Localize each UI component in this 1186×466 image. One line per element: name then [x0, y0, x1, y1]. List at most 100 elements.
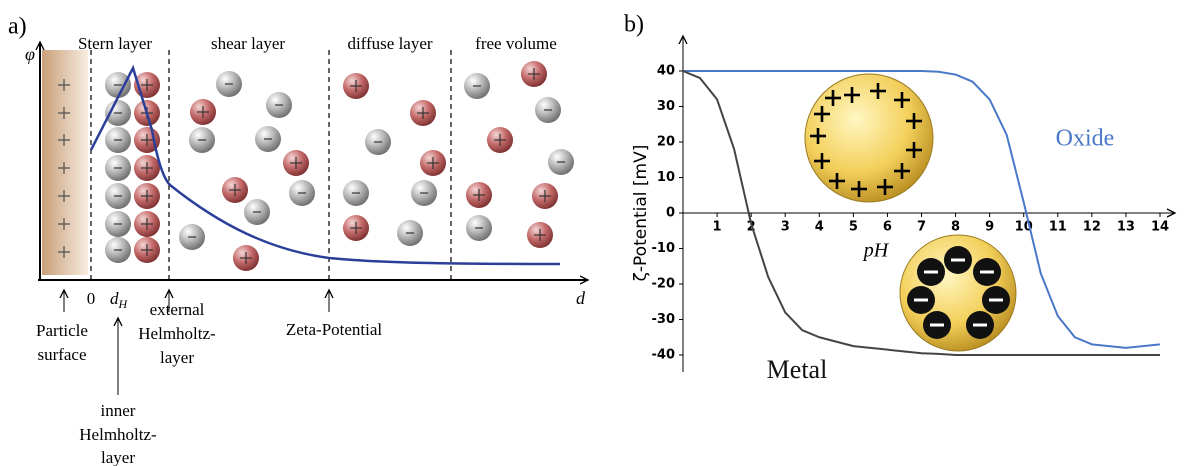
- x-tick-label: 4: [815, 220, 824, 235]
- cation: [134, 155, 160, 181]
- x-tick-label: 2: [747, 220, 756, 235]
- ion-sign: [141, 218, 153, 230]
- ion-sign: [290, 157, 302, 169]
- ion-sign: [240, 252, 252, 264]
- x-tick-label: 7: [917, 220, 926, 235]
- anion: [535, 97, 561, 123]
- anion: [255, 126, 281, 152]
- anion: [343, 180, 369, 206]
- layer-title: free volume: [475, 34, 557, 53]
- anion: [105, 237, 131, 263]
- ion-sign: [417, 107, 429, 119]
- ion-sign: [350, 80, 362, 92]
- series-line: [683, 70, 1161, 349]
- anion: [365, 129, 391, 155]
- anion: [244, 199, 270, 225]
- series-label: Metal: [767, 355, 828, 384]
- cation: [410, 100, 436, 126]
- anion: [105, 100, 131, 126]
- ion-sign: [141, 190, 153, 202]
- x-tick-label: 13: [1117, 220, 1135, 235]
- positive-particle: [804, 73, 934, 203]
- anion: [179, 224, 205, 250]
- ion-sign: [473, 189, 485, 201]
- annotation: external: [150, 300, 205, 319]
- anion: [105, 72, 131, 98]
- anion: [289, 180, 315, 206]
- x-tick-label: 8: [951, 220, 960, 235]
- tick-label: 0: [87, 289, 96, 308]
- annotation: inner: [101, 401, 136, 420]
- anion: [216, 71, 242, 97]
- cation: [190, 99, 216, 125]
- symbol: d: [110, 289, 119, 308]
- surface-charges: [58, 79, 70, 258]
- ion-sign: [141, 244, 153, 256]
- annotation: Zeta-Potential: [286, 320, 383, 339]
- subscript: H: [118, 297, 129, 311]
- anion: [266, 92, 292, 118]
- anion: [105, 155, 131, 181]
- y-axis-label: ζ-Potential [mV]: [631, 145, 651, 282]
- ion-sign: [229, 184, 241, 196]
- axis-label: d: [576, 288, 586, 308]
- x-tick-label: 6: [883, 220, 892, 235]
- anion: [548, 149, 574, 175]
- pointer-arrows: [64, 290, 329, 395]
- negative-particle: [899, 234, 1017, 352]
- ion-sign: [141, 162, 153, 174]
- plot-area: 1 2 3 4 5 6 7 8 9 10 11 12 13 14-40-30-20-10010203040…: [652, 64, 1170, 384]
- anion: [397, 220, 423, 246]
- annotation: Helmholtz-: [138, 324, 216, 343]
- ion-sign: [528, 68, 540, 80]
- series-label: Oxide: [1056, 126, 1115, 152]
- y-tick-label: 10: [657, 170, 675, 185]
- y-tick-label: 0: [666, 206, 675, 221]
- layer-title: shear layer: [211, 34, 285, 53]
- anion: [105, 183, 131, 209]
- anion: [105, 211, 131, 237]
- particle-surface: [42, 50, 88, 275]
- anion: [464, 73, 490, 99]
- y-tick-label: 20: [657, 135, 675, 150]
- y-tick-label: 40: [657, 64, 675, 79]
- y-tick-label: -30: [652, 312, 676, 327]
- cation: [222, 177, 248, 203]
- anion: [466, 215, 492, 241]
- anion: [105, 127, 131, 153]
- tick-label: dH: [110, 289, 129, 311]
- ion-sign: [427, 157, 439, 169]
- annotation: Helmholtz-: [79, 425, 157, 444]
- annotation: layer: [160, 348, 194, 367]
- x-axis-label: pH: [862, 240, 890, 262]
- cation: [134, 211, 160, 237]
- y-tick-label: 30: [657, 99, 675, 114]
- cation: [521, 61, 547, 87]
- y-tick-label: -40: [652, 348, 676, 363]
- ion-sign: [350, 222, 362, 234]
- cation: [532, 183, 558, 209]
- layer-title: diffuse layer: [347, 34, 432, 53]
- y-tick-label: -20: [652, 277, 676, 292]
- ions: [105, 61, 574, 271]
- series-line: [682, 70, 1160, 356]
- potential-curve: [89, 64, 561, 266]
- cation: [134, 237, 160, 263]
- annotation: surface: [37, 345, 86, 364]
- layer-title: Stern layer: [78, 34, 152, 53]
- y-tick-label: -10: [652, 241, 676, 256]
- panel-label: b): [624, 12, 644, 38]
- axis-label: φ: [25, 44, 35, 64]
- x-tick-label: 14: [1151, 220, 1169, 235]
- anion: [411, 180, 437, 206]
- cation: [283, 150, 309, 176]
- x-tick-label: 9: [985, 220, 994, 235]
- ion-sign: [197, 106, 209, 118]
- x-tick-label: 11: [1049, 220, 1067, 235]
- x-tick-label: 5: [849, 220, 858, 235]
- cation: [527, 222, 553, 248]
- cation: [466, 182, 492, 208]
- annotation: Particle: [36, 321, 88, 340]
- ion-sign: [534, 229, 546, 241]
